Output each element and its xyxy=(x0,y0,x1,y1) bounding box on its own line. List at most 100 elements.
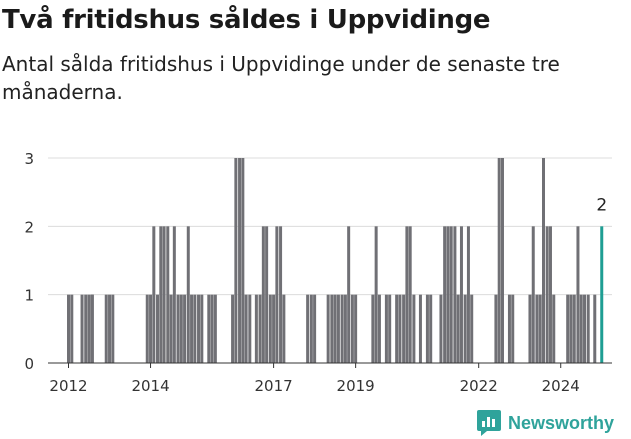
bar xyxy=(535,294,539,363)
bar xyxy=(446,226,450,363)
bar xyxy=(340,294,344,363)
bar xyxy=(111,294,115,363)
bar xyxy=(548,226,552,363)
bar xyxy=(90,294,94,363)
bar xyxy=(200,294,204,363)
x-axis-labels: 2012 2014 2017 2019 2022 2024 xyxy=(49,377,579,395)
bar xyxy=(162,226,166,363)
bar xyxy=(313,294,317,363)
bar xyxy=(193,294,197,363)
bars xyxy=(67,158,604,363)
bar xyxy=(159,226,163,363)
bar xyxy=(309,294,313,363)
bar xyxy=(80,294,84,363)
bar xyxy=(429,294,433,363)
bar xyxy=(453,226,457,363)
bar xyxy=(241,158,245,363)
bar xyxy=(408,226,412,363)
bar xyxy=(207,294,211,363)
bar xyxy=(494,294,498,363)
y-tick-label: 3 xyxy=(24,150,34,168)
bar xyxy=(306,294,310,363)
highlight-value-label: 2 xyxy=(596,195,607,215)
bar xyxy=(412,294,416,363)
bar xyxy=(279,226,283,363)
newsworthy-logo-icon xyxy=(477,410,501,436)
bar xyxy=(67,294,71,363)
bar xyxy=(343,294,347,363)
x-tick-label: 2014 xyxy=(131,377,169,395)
bar xyxy=(213,294,217,363)
bar xyxy=(593,294,597,363)
bar xyxy=(425,294,429,363)
bar xyxy=(104,294,108,363)
bar xyxy=(244,294,248,363)
bar xyxy=(569,294,573,363)
bar xyxy=(248,294,252,363)
bar xyxy=(156,294,160,363)
bar xyxy=(374,226,378,363)
bar xyxy=(500,158,504,363)
brand: Newsworthy xyxy=(476,408,614,438)
y-tick-label: 1 xyxy=(24,287,34,305)
bar xyxy=(84,294,88,363)
x-tick-label: 2024 xyxy=(542,377,580,395)
bar xyxy=(579,294,583,363)
bar xyxy=(538,294,542,363)
bar xyxy=(254,294,258,363)
bar xyxy=(511,294,515,363)
bar xyxy=(576,226,580,363)
bar xyxy=(152,226,156,363)
bar xyxy=(190,294,194,363)
highlight-bar xyxy=(600,226,604,363)
bar xyxy=(268,294,272,363)
bar xyxy=(572,294,576,363)
bar xyxy=(179,294,183,363)
bar xyxy=(231,294,235,363)
y-tick-label: 2 xyxy=(24,218,34,236)
bar xyxy=(354,294,358,363)
bar xyxy=(261,226,265,363)
bar xyxy=(463,294,467,363)
x-tick-label: 2019 xyxy=(337,377,375,395)
bar xyxy=(87,294,91,363)
bar xyxy=(238,158,242,363)
bar xyxy=(347,226,351,363)
highlight-annotation: 2 xyxy=(596,195,607,215)
x-tick-label: 2017 xyxy=(255,377,293,395)
gridlines xyxy=(48,157,612,296)
bar xyxy=(395,294,399,363)
bar xyxy=(541,158,545,363)
bar xyxy=(566,294,570,363)
bar xyxy=(210,294,214,363)
bar xyxy=(186,226,190,363)
bar xyxy=(234,158,238,363)
bar xyxy=(459,226,463,363)
brand-name: Newsworthy xyxy=(508,412,615,433)
bar xyxy=(333,294,337,363)
bar xyxy=(405,226,409,363)
bar xyxy=(282,294,286,363)
chart-title: Två fritidshus såldes i Uppvidinge xyxy=(2,5,491,35)
bar xyxy=(470,294,474,363)
bar xyxy=(398,294,402,363)
bar xyxy=(528,294,532,363)
bar xyxy=(197,294,201,363)
bar xyxy=(336,294,340,363)
bar xyxy=(531,226,535,363)
bar xyxy=(183,294,187,363)
x-tick-label: 2012 xyxy=(49,377,87,395)
bar xyxy=(456,294,460,363)
x-axis xyxy=(48,362,612,368)
bar xyxy=(258,294,262,363)
bar xyxy=(384,294,388,363)
bar xyxy=(330,294,334,363)
bar xyxy=(443,226,447,363)
bar xyxy=(552,294,556,363)
x-tick-label: 2022 xyxy=(460,377,498,395)
bar xyxy=(176,294,180,363)
bar xyxy=(439,294,443,363)
bar xyxy=(265,226,269,363)
bar xyxy=(583,294,587,363)
bar xyxy=(145,294,149,363)
